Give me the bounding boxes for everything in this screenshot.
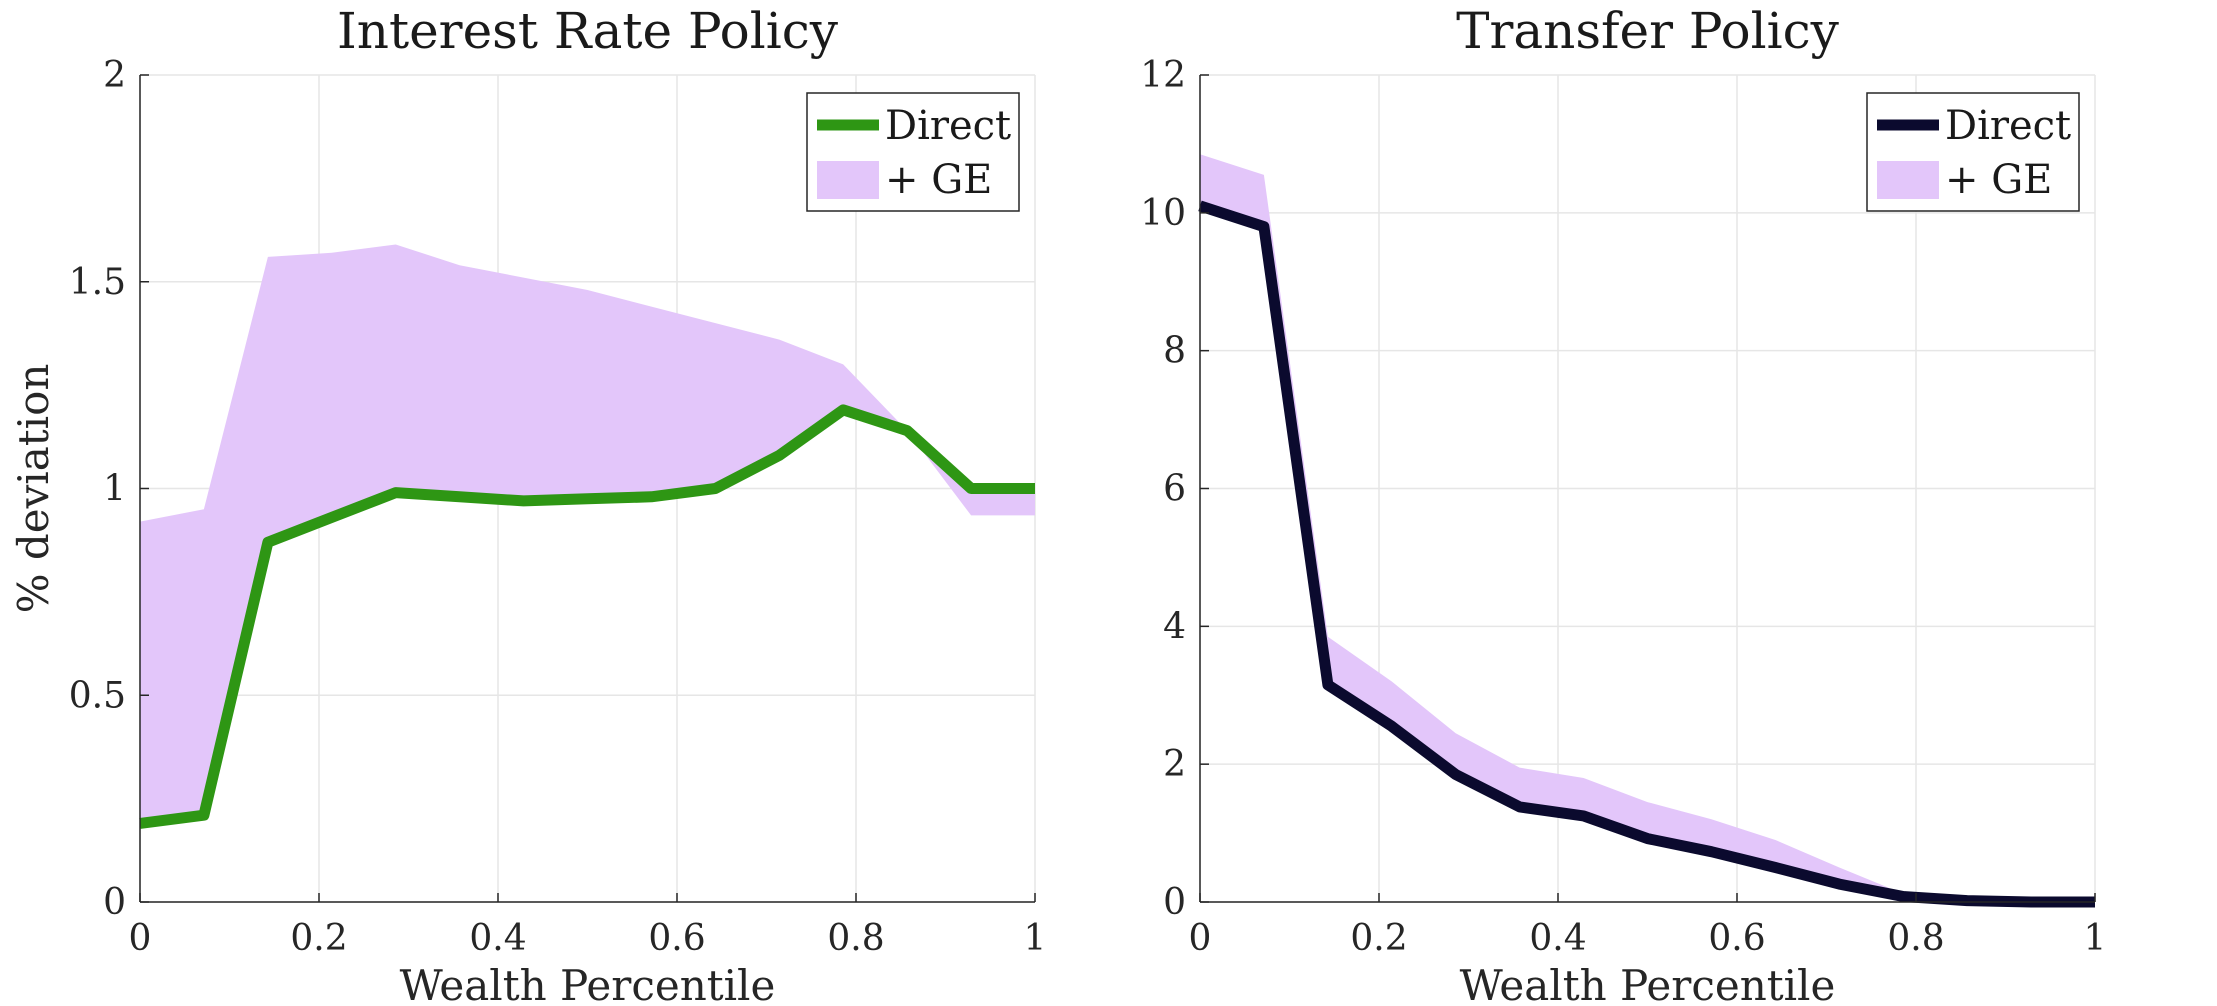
axes bbox=[139, 74, 1036, 903]
legend: Direct + GE bbox=[1866, 92, 2080, 212]
y-tick-label: 8 bbox=[1163, 331, 1186, 372]
legend-ge-label: + GE bbox=[1945, 157, 2052, 203]
tick-labels: 0 0.2 0.4 0.6 0.8 1 0 0.5 1 1.5 2 bbox=[69, 55, 1047, 959]
x-tick-label: 0.6 bbox=[648, 918, 705, 959]
x-tick-label: 1 bbox=[2084, 918, 2107, 959]
legend-direct-label: Direct bbox=[885, 103, 1011, 149]
legend-ge-swatch bbox=[1877, 161, 1939, 199]
x-axis-label: Wealth Percentile bbox=[1460, 961, 1836, 1006]
x-tick-label: 1 bbox=[1024, 918, 1047, 959]
direct-line bbox=[139, 404, 1035, 829]
chart-title: Transfer Policy bbox=[1456, 2, 1840, 60]
direct-line-layer bbox=[1198, 200, 2095, 908]
legend-ge-label: + GE bbox=[885, 157, 992, 203]
direct-line bbox=[1198, 200, 2095, 908]
direct-line-layer bbox=[139, 404, 1035, 829]
x-tick-label: 0 bbox=[1189, 918, 1212, 959]
y-tick-label: 4 bbox=[1163, 606, 1186, 647]
x-tick-label: 0.4 bbox=[469, 918, 526, 959]
ge-band-area bbox=[1200, 154, 2095, 903]
y-axis-label: % deviation bbox=[9, 364, 58, 614]
y-tick-label: 2 bbox=[1163, 744, 1186, 785]
y-tick-label: 1.5 bbox=[69, 262, 126, 303]
y-tick-label: 0.5 bbox=[69, 675, 126, 716]
x-tick-label: 0.6 bbox=[1708, 918, 1765, 959]
axes bbox=[1199, 74, 2096, 903]
x-tick-label: 0.8 bbox=[1887, 918, 1944, 959]
x-tick-label: 0.8 bbox=[827, 918, 884, 959]
ge-band-layer bbox=[140, 244, 1035, 824]
legend-direct-label: Direct bbox=[1945, 103, 2071, 149]
y-tick-label: 12 bbox=[1140, 55, 1186, 96]
y-tick-label: 2 bbox=[103, 55, 126, 96]
ge-band-layer bbox=[1200, 154, 2095, 903]
interest-rate-policy-panel: 0 0.2 0.4 0.6 0.8 1 0 0.5 1 1.5 2 Interest Rate Po… bbox=[9, 2, 1046, 1006]
y-tick-label: 0 bbox=[103, 882, 126, 923]
x-axis-label: Wealth Percentile bbox=[400, 961, 776, 1006]
x-tick-label: 0.4 bbox=[1529, 918, 1586, 959]
legend-ge-swatch bbox=[817, 161, 879, 199]
y-tick-label: 1 bbox=[103, 469, 126, 510]
y-tick-label: 6 bbox=[1163, 469, 1186, 510]
x-tick-label: 0 bbox=[129, 918, 152, 959]
x-tick-label: 0.2 bbox=[290, 918, 347, 959]
y-tick-label: 0 bbox=[1163, 882, 1186, 923]
ge-band-area bbox=[140, 244, 1035, 824]
chart-title: Interest Rate Policy bbox=[337, 2, 839, 60]
legend: Direct + GE bbox=[806, 92, 1020, 212]
y-tick-label: 10 bbox=[1140, 193, 1186, 234]
x-tick-label: 0.2 bbox=[1350, 918, 1407, 959]
